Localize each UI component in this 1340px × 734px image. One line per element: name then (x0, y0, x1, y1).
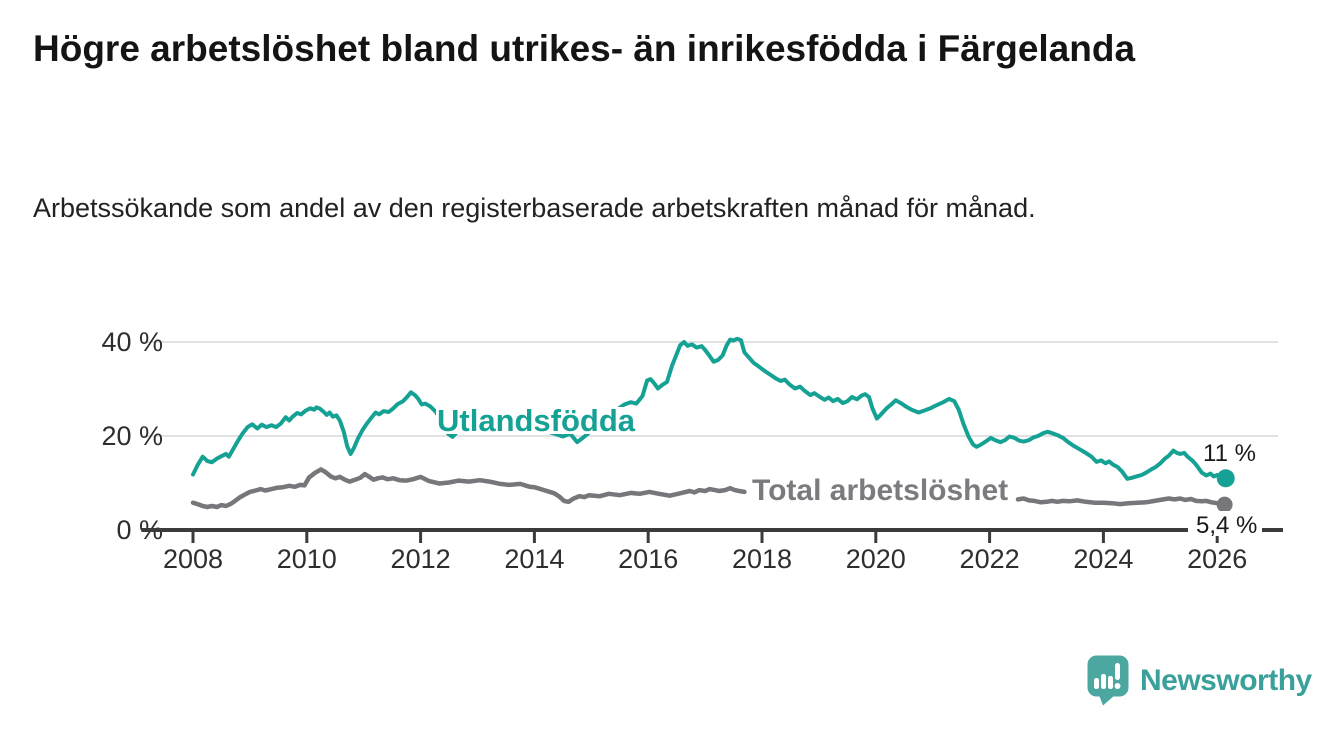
end-label-mask (1188, 511, 1262, 536)
newsworthy-logo: Newsworthy (1087, 655, 1312, 706)
x-axis-tick-label: 2024 (1073, 544, 1133, 574)
x-axis-tick-label: 2026 (1187, 544, 1247, 574)
y-axis-label: 40 % (101, 327, 163, 357)
y-axis-label: 20 % (101, 421, 163, 451)
x-axis-tick-label: 2008 (163, 544, 223, 574)
chart-subtitle: Arbetssökande som andel av den registerb… (33, 193, 1036, 223)
series-end-dot-total (1216, 496, 1233, 513)
newsworthy-logo-text: Newsworthy (1140, 663, 1312, 697)
newsworthy-logo-icon (1087, 655, 1129, 706)
series-end-dot-utlandsfodda (1216, 469, 1235, 488)
series-label-total: Total arbetslöshet (752, 474, 1008, 507)
x-axis-tick-label: 2010 (277, 544, 337, 574)
x-axis-tick-label: 2016 (618, 544, 678, 574)
series-label-utlandsfodda: Utlandsfödda (437, 403, 636, 438)
series-label-mask (436, 407, 643, 434)
end-value-label-total: 5,4 % (1196, 512, 1257, 539)
x-axis-tick-label: 2012 (391, 544, 451, 574)
x-axis-tick-label: 2020 (846, 544, 906, 574)
chart-title: Högre arbetslöshet bland utrikes- än inr… (33, 28, 1136, 69)
series-line-utlandsfodda (191, 336, 1228, 481)
end-value-label-utlandsfodda: 11 % (1203, 440, 1256, 467)
x-axis-tick-label: 2022 (960, 544, 1020, 574)
series-line-total (1015, 496, 1227, 507)
series-line-total (190, 467, 747, 510)
x-axis-tick-label: 2014 (504, 544, 564, 574)
x-axis-tick-label: 2018 (732, 544, 792, 574)
